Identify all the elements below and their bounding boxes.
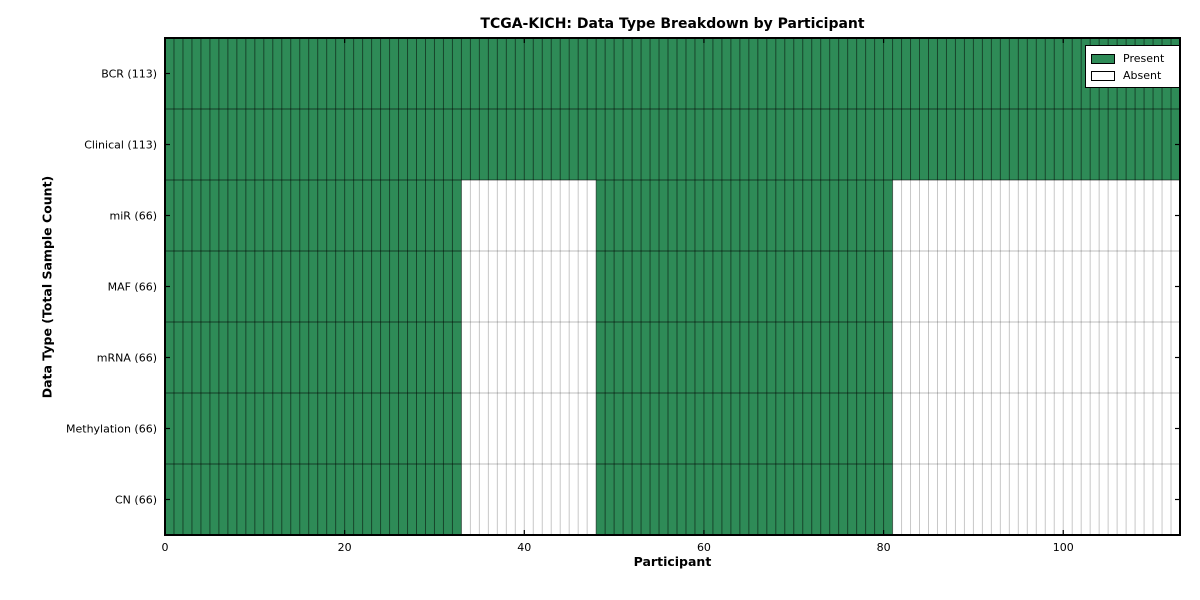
present-cell-block bbox=[165, 180, 462, 251]
legend-item-present: Present bbox=[1091, 53, 1174, 64]
present-cell-block bbox=[596, 180, 893, 251]
row-label: CN (66) bbox=[115, 494, 157, 507]
plot-border bbox=[164, 37, 1181, 536]
row-label: miR (66) bbox=[110, 210, 158, 223]
x-axis-label: Participant bbox=[633, 554, 712, 569]
row-label: Methylation (66) bbox=[66, 423, 157, 436]
present-cell-block bbox=[165, 109, 1180, 180]
legend: Present Absent bbox=[1085, 45, 1180, 88]
present-cell-block bbox=[165, 464, 462, 535]
present-cell-block bbox=[165, 322, 462, 393]
y-axis-label: Data Type (Total Sample Count) bbox=[39, 175, 55, 399]
present-cell-block bbox=[165, 251, 462, 322]
legend-label-absent: Absent bbox=[1123, 69, 1162, 82]
x-tick-label: 100 bbox=[1053, 541, 1074, 554]
present-cell-block bbox=[165, 38, 1180, 109]
x-tick-label: 40 bbox=[517, 541, 531, 554]
x-tick-label: 60 bbox=[697, 541, 711, 554]
row-label: BCR (113) bbox=[101, 68, 157, 81]
absent-swatch-icon bbox=[1091, 70, 1115, 81]
legend-label-present: Present bbox=[1123, 52, 1165, 65]
legend-item-absent: Absent bbox=[1091, 70, 1174, 81]
x-tick-label: 80 bbox=[877, 541, 891, 554]
present-cell-block bbox=[596, 322, 893, 393]
row-label: Clinical (113) bbox=[84, 139, 157, 152]
row-label: mRNA (66) bbox=[97, 352, 157, 365]
present-cell-block bbox=[596, 464, 893, 535]
x-tick-label: 20 bbox=[338, 541, 352, 554]
present-cell-block bbox=[596, 251, 893, 322]
x-tick-label: 0 bbox=[162, 541, 169, 554]
row-label: MAF (66) bbox=[108, 281, 157, 294]
present-swatch-icon bbox=[1091, 53, 1115, 64]
chart-title: TCGA-KICH: Data Type Breakdown by Partic… bbox=[480, 16, 865, 32]
present-cell-block bbox=[596, 393, 893, 464]
present-cell-block bbox=[165, 393, 462, 464]
